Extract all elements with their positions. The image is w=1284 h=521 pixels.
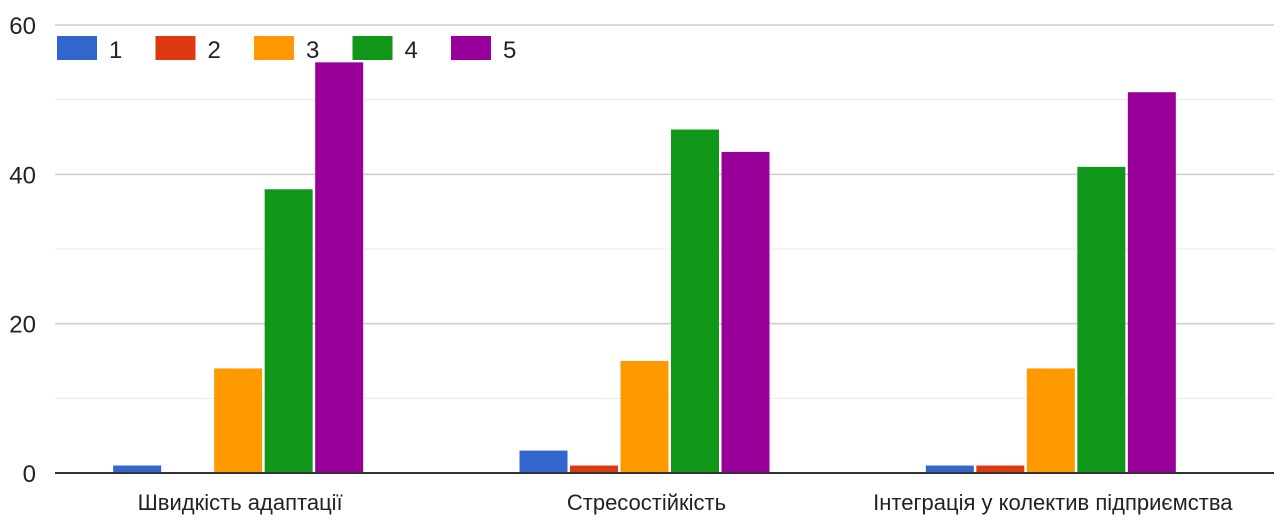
legend-swatch bbox=[57, 36, 97, 60]
legend-swatch bbox=[254, 36, 294, 60]
gridlines bbox=[55, 24, 1274, 399]
bar[interactable] bbox=[925, 465, 974, 473]
bar[interactable] bbox=[1127, 92, 1176, 473]
bar[interactable] bbox=[264, 189, 313, 473]
legend-label: 5 bbox=[503, 37, 516, 64]
x-tick-label: Швидкість адаптації bbox=[138, 490, 343, 515]
y-tick-label: 60 bbox=[9, 13, 36, 40]
bar[interactable] bbox=[570, 465, 618, 473]
legend-item[interactable]: 2 bbox=[155, 36, 221, 64]
legend-item[interactable]: 4 bbox=[352, 36, 418, 64]
legend-swatch bbox=[451, 36, 491, 60]
legend-item[interactable]: 3 bbox=[254, 36, 319, 64]
bar[interactable] bbox=[315, 62, 364, 473]
legend-label: 1 bbox=[109, 37, 122, 64]
bar[interactable] bbox=[620, 361, 669, 473]
x-axis-ticks: Швидкість адаптації Стресостійкість Інте… bbox=[138, 490, 1234, 515]
bar[interactable] bbox=[721, 151, 770, 473]
y-tick-label: 0 bbox=[23, 461, 36, 488]
bar[interactable] bbox=[1077, 166, 1126, 473]
bar[interactable] bbox=[519, 450, 568, 473]
y-axis-ticks: 0 20 40 60 bbox=[9, 13, 36, 488]
legend-label: 4 bbox=[405, 37, 418, 64]
bar[interactable] bbox=[113, 465, 162, 473]
bar[interactable] bbox=[976, 465, 1025, 473]
legend-label: 3 bbox=[306, 37, 319, 64]
legend-item[interactable]: 5 bbox=[451, 36, 516, 64]
legend-item[interactable]: 1 bbox=[57, 36, 122, 64]
x-tick-label: Стресостійкість bbox=[567, 490, 726, 515]
legend-label: 2 bbox=[208, 37, 221, 64]
legend: 1 2 3 4 5 bbox=[57, 36, 516, 64]
y-tick-label: 20 bbox=[9, 312, 36, 339]
legend-swatch bbox=[155, 36, 196, 60]
x-tick-label: Інтеграція у колектив підприємства bbox=[873, 490, 1233, 515]
y-tick-label: 40 bbox=[9, 162, 36, 189]
bar[interactable] bbox=[671, 129, 719, 474]
bars bbox=[113, 62, 1176, 474]
bar[interactable] bbox=[214, 368, 263, 473]
legend-swatch bbox=[352, 36, 393, 60]
bar[interactable] bbox=[1026, 368, 1075, 473]
